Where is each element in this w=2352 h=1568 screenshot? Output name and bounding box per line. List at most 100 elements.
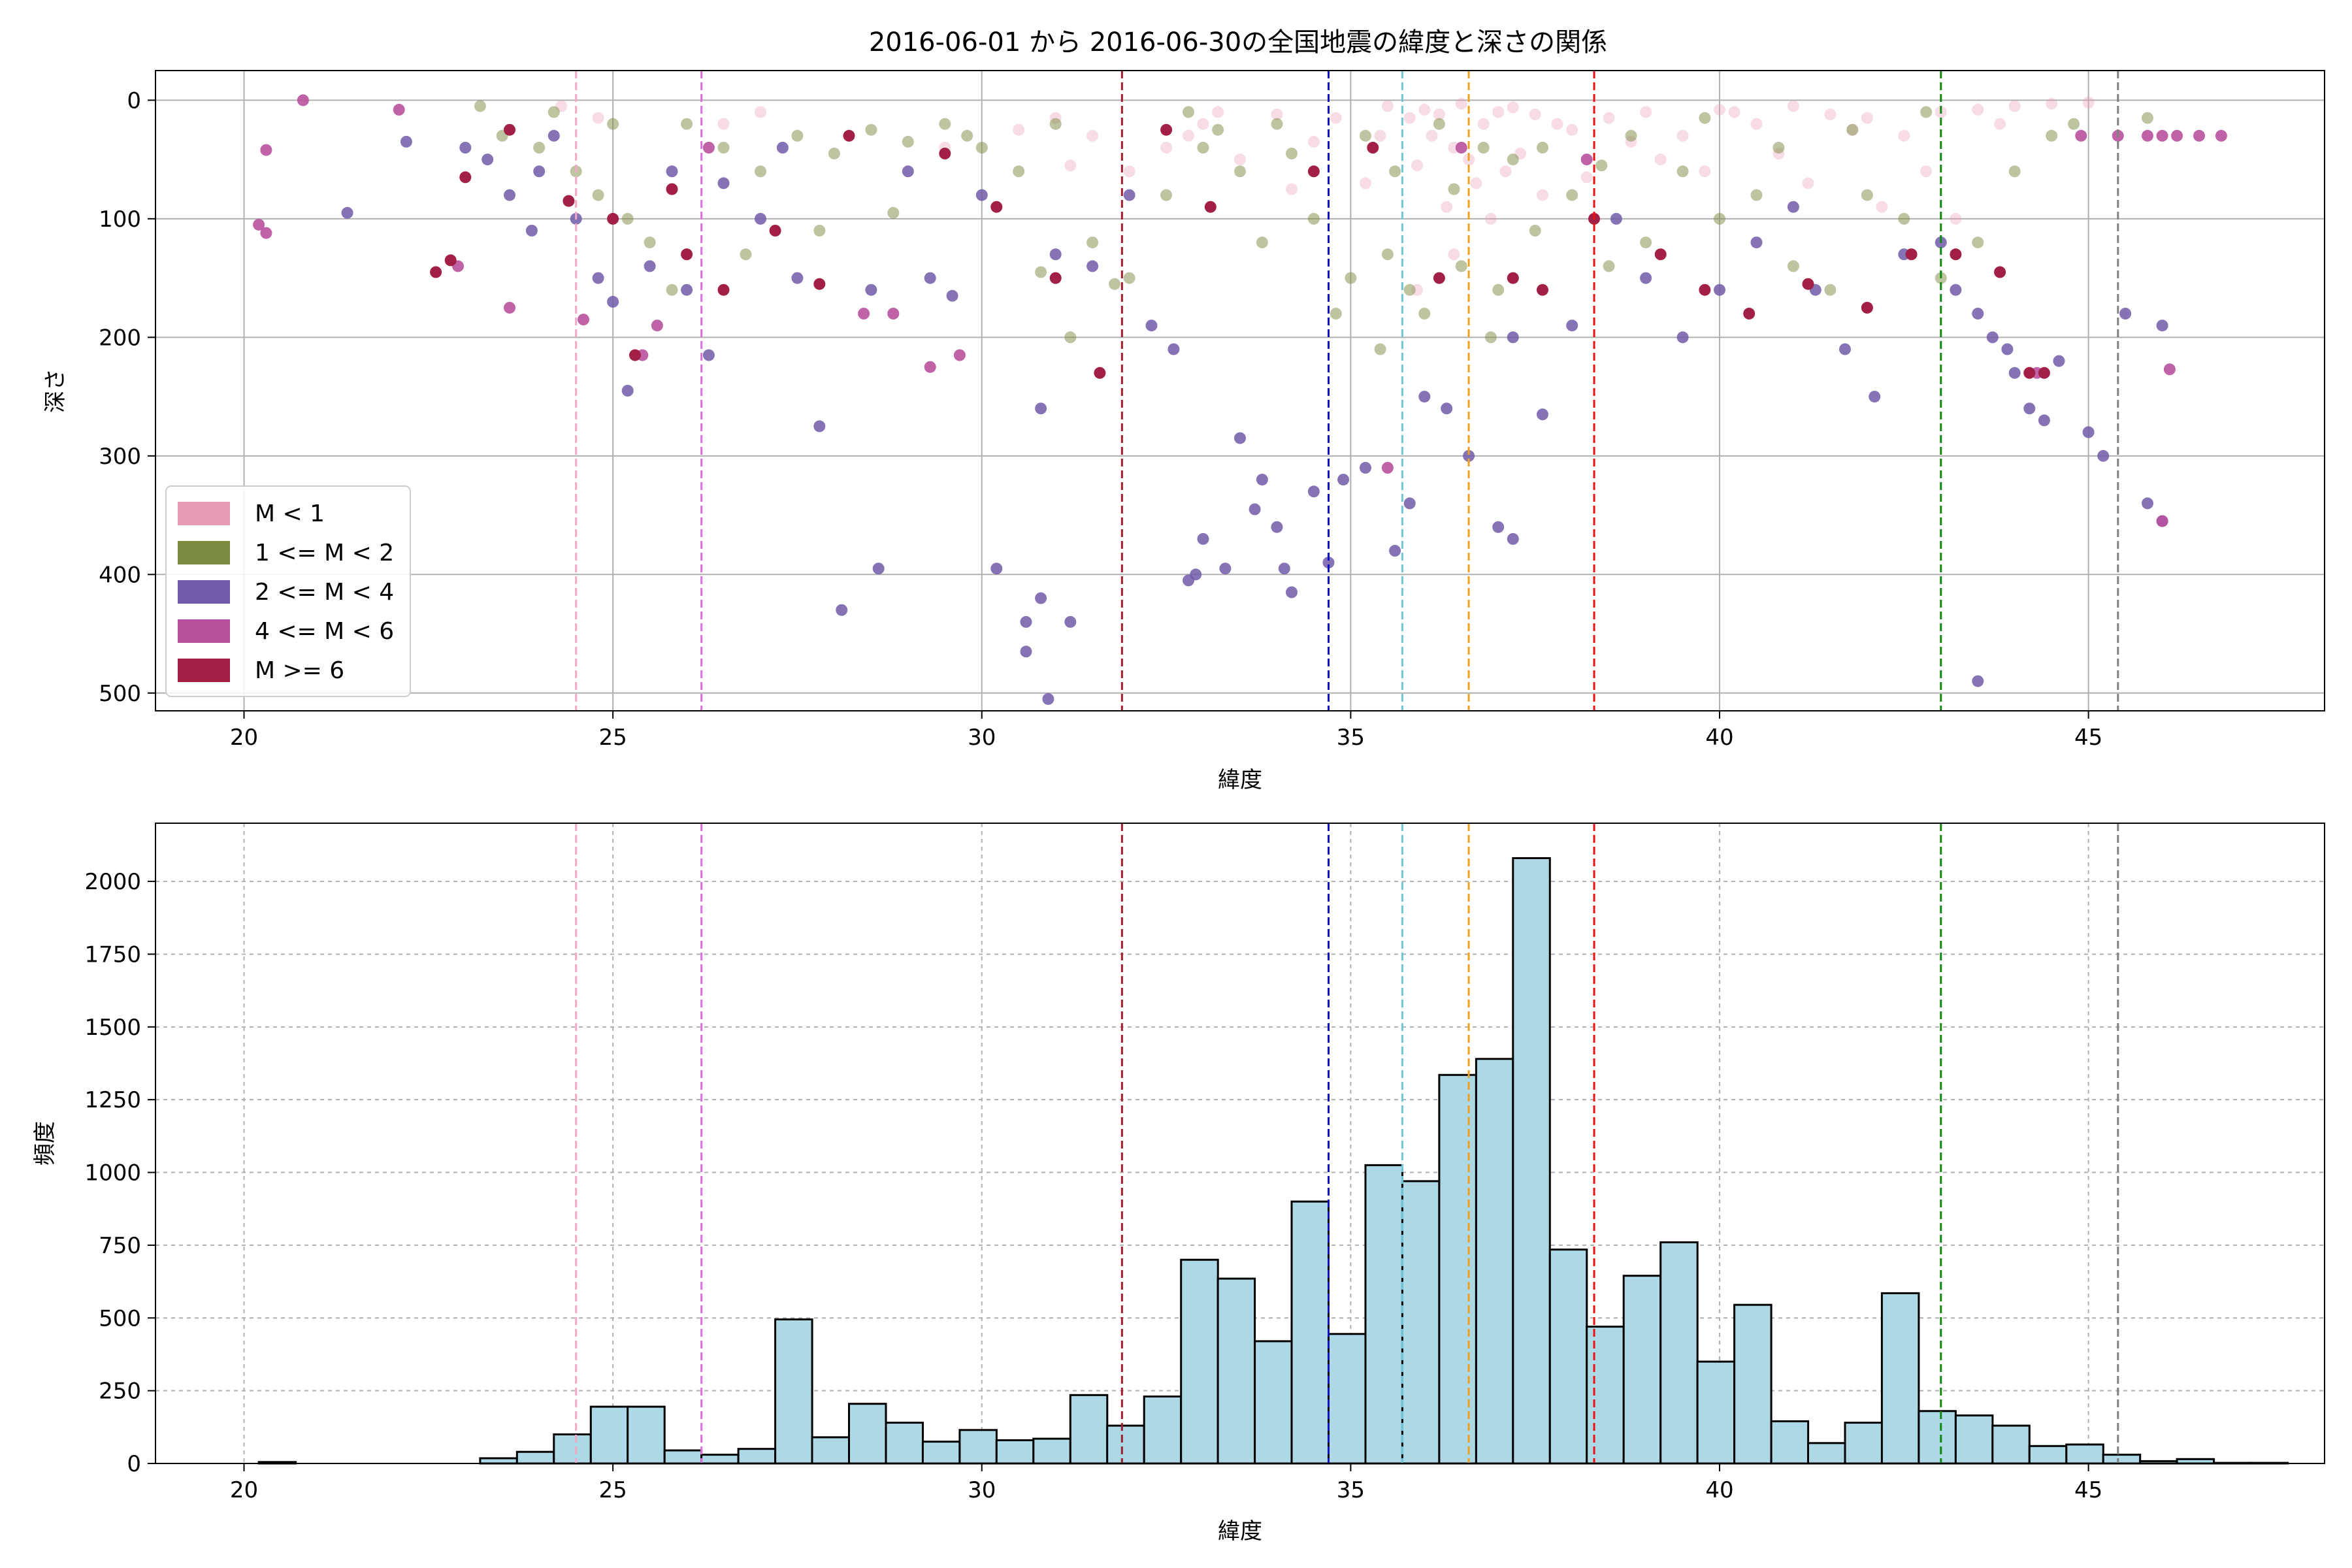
scatter-point-m-4-6 bbox=[858, 308, 870, 319]
scatter-points bbox=[253, 94, 2227, 705]
scatter-point-m-lt1 bbox=[2008, 100, 2021, 112]
scatter-point-m-2-4 bbox=[1986, 331, 1999, 344]
scatter-point-m-2-4 bbox=[2023, 402, 2036, 415]
scatter-point-m-ge6 bbox=[1861, 302, 1873, 314]
scatter-point-m-1-2 bbox=[813, 225, 826, 237]
scatter-point-m-lt1 bbox=[1307, 135, 1320, 148]
scatter-point-m-2-4 bbox=[1507, 532, 1519, 545]
histogram-x-tick-label: 30 bbox=[968, 1477, 996, 1503]
scatter-point-m-2-4 bbox=[1219, 563, 1232, 575]
scatter-point-m-1-2 bbox=[975, 142, 988, 154]
scatter-point-m-2-4 bbox=[813, 420, 826, 433]
histogram-bar bbox=[2065, 1443, 2104, 1465]
scatter-point-m-ge6 bbox=[1507, 272, 1519, 284]
scatter-point-m-4-6 bbox=[1381, 462, 1394, 474]
histogram-x-tick-label: 45 bbox=[2074, 1477, 2102, 1503]
scatter-point-m-1-2 bbox=[1772, 142, 1785, 154]
scatter-point-m-ge6 bbox=[1994, 266, 2006, 278]
scatter-point-m-lt1 bbox=[1086, 129, 1099, 142]
scatter-point-m-lt1 bbox=[1183, 129, 1194, 142]
scatter-point-m-2-4 bbox=[533, 165, 546, 178]
histogram-x-tick-label: 25 bbox=[599, 1477, 627, 1503]
scatter-point-m-lt1 bbox=[1360, 177, 1371, 189]
scatter-point-m-1-2 bbox=[1049, 118, 1062, 130]
scatter-point-m-ge6 bbox=[1049, 272, 1062, 284]
histogram-bar bbox=[1807, 1442, 1846, 1465]
histogram-bar bbox=[1290, 1200, 1330, 1465]
scatter-point-m-1-2 bbox=[644, 237, 656, 249]
scatter-point-m-4-6 bbox=[651, 319, 663, 332]
scatter-point-m-ge6 bbox=[939, 148, 951, 159]
scatter-point-m-lt1 bbox=[1064, 159, 1077, 172]
histogram-y-tick-label: 0 bbox=[127, 1451, 141, 1477]
scatter-point-m-2-4 bbox=[1750, 237, 1763, 249]
scatter-y-axis-label: 深さ bbox=[42, 368, 69, 413]
histogram-bar bbox=[553, 1433, 592, 1465]
scatter-point-m-2-4 bbox=[482, 154, 494, 166]
scatter-point-m-2-4 bbox=[1389, 545, 1401, 557]
scatter-point-m-2-4 bbox=[776, 142, 789, 154]
histogram-bar bbox=[1180, 1258, 1219, 1465]
scatter-point-m-lt1 bbox=[1212, 106, 1224, 118]
scatter-point-m-lt1 bbox=[2046, 97, 2058, 110]
scatter-point-m-4-6 bbox=[260, 227, 272, 239]
histogram-y-tick-label: 1750 bbox=[84, 941, 141, 968]
scatter-point-m-lt1 bbox=[1507, 101, 1519, 114]
scatter-point-m-2-4 bbox=[1972, 675, 1984, 687]
scatter-point-m-2-4 bbox=[525, 225, 538, 237]
scatter-point-m-1-2 bbox=[474, 100, 486, 112]
histogram-bar bbox=[1032, 1437, 1071, 1465]
scatter-point-m-2-4 bbox=[755, 212, 766, 225]
scatter-x-tick-label: 40 bbox=[1705, 725, 1733, 751]
scatter-point-m-1-2 bbox=[2068, 118, 2080, 130]
scatter-point-m-lt1 bbox=[1972, 103, 1984, 116]
histogram-x-ticks: 20 25 30 35 40 45 bbox=[230, 1463, 2102, 1503]
histogram-reference-lines bbox=[575, 823, 2119, 1463]
scatter-point-m-ge6 bbox=[1204, 201, 1217, 213]
scatter-point-m-1-2 bbox=[1676, 165, 1689, 178]
scatter-point-m-lt1 bbox=[1470, 177, 1482, 189]
scatter-point-m-1-2 bbox=[1477, 142, 1490, 154]
scatter-point-m-4-6 bbox=[953, 349, 966, 361]
histogram-y-ticks: 0 250 500 750 1000 1250 1500 1750 2000 bbox=[84, 869, 155, 1477]
scatter-point-m-2-4 bbox=[1234, 432, 1246, 444]
scatter-point-m-2-4 bbox=[1307, 485, 1320, 498]
histogram-x-tick-label: 20 bbox=[230, 1477, 258, 1503]
histogram-bar bbox=[1622, 1275, 1662, 1465]
histogram-bar bbox=[1512, 857, 1551, 1465]
scatter-point-m-1-2 bbox=[1286, 148, 1298, 159]
scatter-point-m-ge6 bbox=[1802, 278, 1814, 290]
scatter-point-m-lt1 bbox=[1197, 118, 1209, 130]
scatter-point-m-1-2 bbox=[1699, 112, 1711, 124]
scatter-point-m-1-2 bbox=[1035, 266, 1047, 278]
scatter-point-m-1-2 bbox=[1507, 154, 1519, 166]
scatter-point-m-2-4 bbox=[1190, 568, 1202, 581]
scatter-point-m-2-4 bbox=[836, 604, 848, 616]
scatter-point-m-1-2 bbox=[1898, 212, 1910, 225]
histogram-bar bbox=[700, 1454, 740, 1465]
scatter-y-tick-label: 200 bbox=[99, 325, 141, 351]
scatter-point-m-2-4 bbox=[1168, 343, 1180, 355]
scatter-point-m-4-6 bbox=[504, 302, 515, 314]
scatter-point-m-lt1 bbox=[1418, 103, 1431, 116]
legend-label-m-lt1: M < 1 bbox=[255, 500, 325, 527]
scatter-point-m-lt1 bbox=[1448, 248, 1460, 261]
scatter-point-m-1-2 bbox=[1013, 165, 1025, 178]
scatter-y-ticks: 0 100 200 300 400 500 bbox=[99, 88, 155, 707]
scatter-point-m-1-2 bbox=[1345, 272, 1357, 284]
scatter-point-m-1-2 bbox=[1109, 278, 1120, 290]
scatter-point-m-1-2 bbox=[717, 142, 730, 154]
scatter-point-m-1-2 bbox=[740, 248, 752, 261]
scatter-point-m-2-4 bbox=[1950, 284, 1962, 296]
scatter-point-m-2-4 bbox=[341, 206, 353, 219]
scatter-point-m-1-2 bbox=[1972, 237, 1984, 249]
histogram-bar bbox=[1438, 1073, 1477, 1465]
scatter-x-ticks: 20 25 30 35 40 45 bbox=[230, 711, 2102, 751]
scatter-point-m-ge6 bbox=[1699, 284, 1711, 296]
scatter-point-m-4-6 bbox=[1580, 154, 1593, 166]
scatter-point-m-1-2 bbox=[1714, 212, 1725, 225]
scatter-point-m-1-2 bbox=[547, 106, 560, 118]
scatter-point-m-1-2 bbox=[1846, 123, 1859, 136]
scatter-point-m-1-2 bbox=[1374, 343, 1386, 355]
scatter-point-m-1-2 bbox=[1183, 106, 1194, 118]
